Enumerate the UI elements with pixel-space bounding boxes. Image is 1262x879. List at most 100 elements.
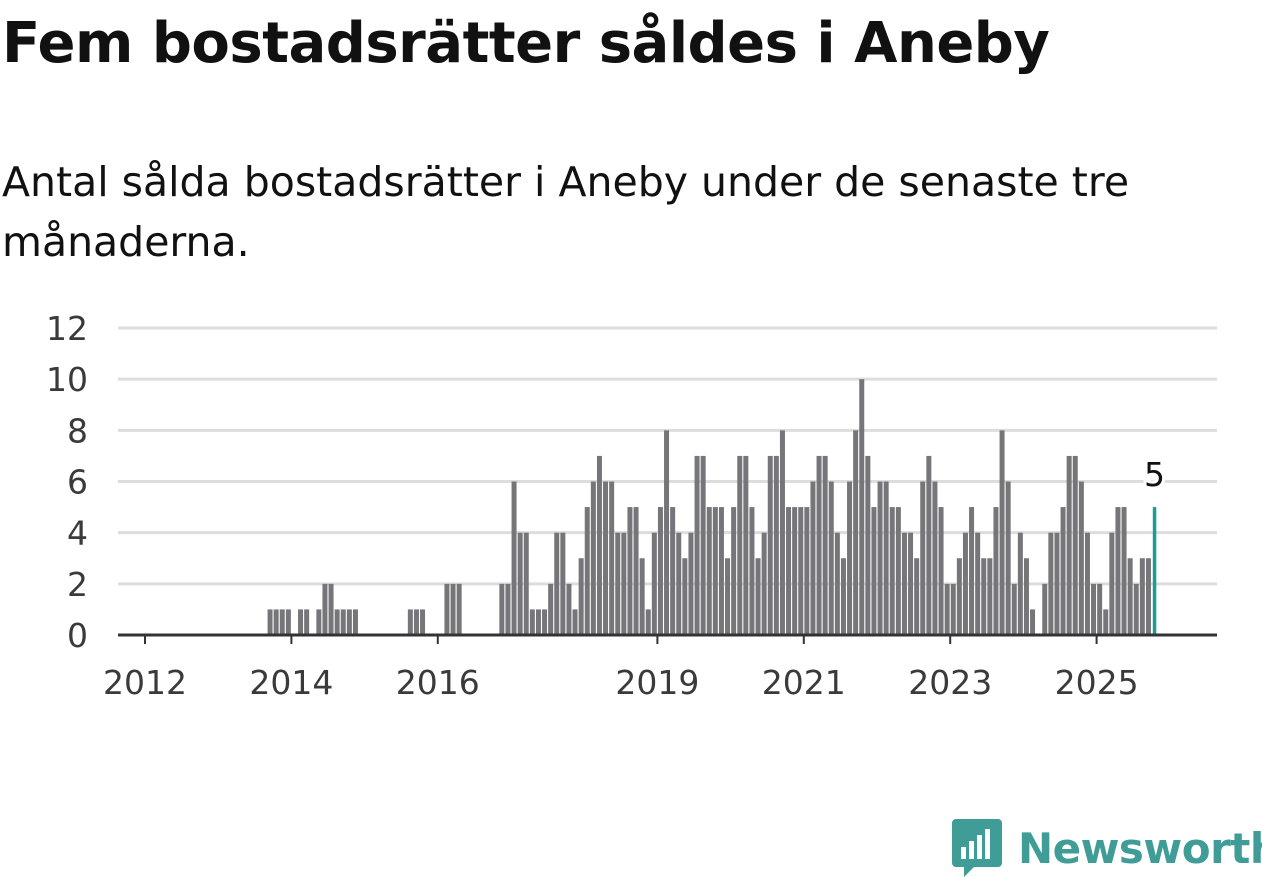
bar	[914, 558, 920, 635]
bar	[535, 609, 541, 635]
bar	[694, 455, 700, 635]
bar	[993, 507, 999, 635]
bar	[1011, 583, 1017, 635]
bar	[450, 583, 456, 635]
bar	[298, 609, 304, 635]
bar	[1054, 532, 1060, 635]
bar	[578, 558, 584, 635]
bar	[304, 609, 310, 635]
bar	[456, 583, 462, 635]
bar	[975, 532, 981, 635]
x-tick-label: 2023	[908, 663, 992, 702]
bar	[633, 507, 639, 635]
bar	[828, 481, 834, 635]
latest-value-callout: 5	[1141, 452, 1168, 497]
bar	[688, 532, 694, 635]
bar	[1048, 532, 1054, 635]
x-tick-label: 2016	[396, 663, 480, 702]
brand-logo: Newsworthy	[952, 818, 1262, 878]
y-tick-label: 10	[46, 360, 88, 399]
bar	[572, 609, 578, 635]
bar	[847, 481, 853, 635]
bar	[1072, 455, 1078, 635]
bar	[725, 558, 731, 635]
bar	[554, 532, 560, 635]
newsworthy-logo-icon	[952, 819, 1002, 877]
bar	[767, 455, 773, 635]
bar	[328, 583, 334, 635]
bar	[621, 532, 627, 635]
y-tick-label: 0	[67, 616, 88, 655]
bar	[1023, 558, 1029, 635]
bar	[761, 532, 767, 635]
bar	[603, 481, 609, 635]
bar	[804, 507, 810, 635]
bar	[822, 455, 828, 635]
bar	[731, 507, 737, 635]
bar	[584, 507, 590, 635]
bar	[590, 481, 596, 635]
bar	[926, 455, 932, 635]
bar	[615, 532, 621, 635]
bar	[517, 532, 523, 635]
bar	[1145, 558, 1151, 635]
x-tick-label: 2021	[762, 663, 846, 702]
bar	[1078, 481, 1084, 635]
bar	[609, 481, 615, 635]
x-tick-label: 2012	[103, 663, 187, 702]
bar	[596, 455, 602, 635]
bar	[413, 609, 419, 635]
bar	[944, 583, 950, 635]
y-tick-label: 4	[67, 514, 88, 553]
bar	[645, 609, 651, 635]
bar	[1017, 532, 1023, 635]
bar	[407, 609, 413, 635]
bar	[511, 481, 517, 635]
bar	[779, 430, 785, 635]
bar	[1109, 532, 1115, 635]
bar	[1097, 583, 1103, 635]
bar	[279, 609, 285, 635]
bar	[529, 609, 535, 635]
bar	[956, 558, 962, 635]
bar	[712, 507, 718, 635]
bar	[920, 481, 926, 635]
bar	[322, 583, 328, 635]
bar	[749, 507, 755, 635]
x-axis-labels: 2012 2014 2016 2019 2021 2023 2025	[103, 663, 1139, 702]
bar	[285, 609, 291, 635]
bar	[792, 507, 798, 635]
bar	[1091, 583, 1097, 635]
bar	[840, 558, 846, 635]
bar	[505, 583, 511, 635]
bar	[969, 507, 975, 635]
bar	[346, 609, 352, 635]
bar	[352, 609, 358, 635]
bar	[865, 455, 871, 635]
bar	[316, 609, 322, 635]
y-axis-labels: 0 2 4 6 8 10 12	[46, 309, 88, 655]
y-tick-label: 8	[67, 411, 88, 450]
bar	[901, 532, 907, 635]
bar	[267, 609, 273, 635]
bar	[651, 532, 657, 635]
bar	[871, 507, 877, 635]
bar	[273, 609, 279, 635]
bar	[859, 379, 865, 635]
bar	[877, 481, 883, 635]
bar	[962, 532, 968, 635]
bar	[999, 430, 1005, 635]
bar	[523, 532, 529, 635]
bar	[834, 532, 840, 635]
bar	[932, 481, 938, 635]
y-tick-label: 2	[67, 565, 88, 604]
bar	[883, 481, 889, 635]
bar	[444, 583, 450, 635]
bar-latest	[1152, 507, 1157, 635]
x-axis	[118, 633, 1217, 644]
bar	[334, 609, 340, 635]
bar	[1030, 609, 1036, 635]
bar	[786, 507, 792, 635]
bar	[1127, 558, 1133, 635]
bar	[718, 507, 724, 635]
